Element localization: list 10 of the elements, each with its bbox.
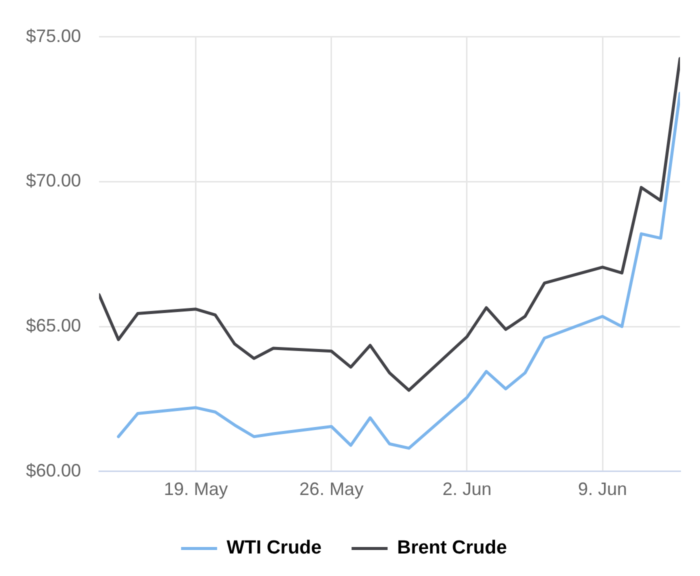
y-tick-label: $65.00 [26,316,82,336]
x-tick-label: 2. Jun [442,479,492,500]
y-tick-label: $70.00 [26,170,82,191]
y-tick-label: $60.00 [26,460,82,480]
legend-label: Brent Crude [397,538,507,559]
y-tick-label: $75.00 [26,26,82,46]
x-tick-label: 26. May [299,479,364,500]
x-tick-label: 19. May [164,479,228,500]
x-tick-label: 9. Jun [578,479,628,500]
legend-label: WTI Crude [226,538,322,559]
